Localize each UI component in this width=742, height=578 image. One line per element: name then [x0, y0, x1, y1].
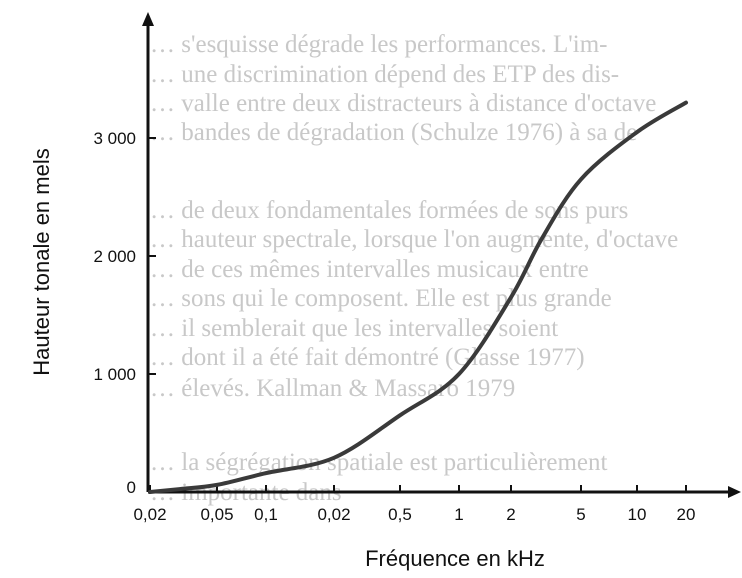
- y-tick-label: 1 000: [93, 365, 136, 384]
- background-text-line: … bandes de dégradation (Schulze 1976) à…: [150, 119, 637, 146]
- x-tick-label: 0,02: [317, 505, 350, 524]
- y-tick-label: 0: [127, 478, 136, 497]
- y-axis-arrow: [142, 12, 154, 26]
- x-axis-arrow: [728, 486, 741, 498]
- background-text-line: … de deux fondamentales formées de sons …: [150, 197, 628, 224]
- series-line-mel-curve: [148, 100, 688, 494]
- x-ticks: 0,02 0,05 0,1 0,02 0,5 1 2 5 10 20: [133, 485, 695, 524]
- x-axis-title: Fréquence en kHz: [365, 546, 545, 571]
- x-tick-label: 0,5: [388, 505, 412, 524]
- background-text-line: … élevés. Kallman & Massaro 1979: [150, 375, 515, 402]
- x-tick-label: 0,05: [200, 505, 233, 524]
- series-layer: [148, 100, 688, 494]
- background-text-line: … dont il a été fait démontré (Glasse 19…: [150, 344, 585, 371]
- x-tick-label: 1: [454, 505, 463, 524]
- x-tick-label: 0,1: [254, 505, 278, 524]
- background-text-line: … s'esquisse dégrade les performances. L…: [150, 31, 607, 58]
- background-text-line: … une discrimination dépend des ETP des …: [150, 61, 619, 88]
- x-tick-label: 5: [576, 505, 585, 524]
- y-tick-label: 2 000: [93, 247, 136, 266]
- background-text-line: … la ségrégation spatiale est particuliè…: [150, 449, 608, 476]
- y-ticks: 0 1 000 2 000 3 000: [93, 129, 156, 497]
- x-tick-label: 0,02: [133, 505, 166, 524]
- background-text-line: … valle entre deux distracteurs à distan…: [150, 90, 656, 117]
- y-axis-title: Hauteur tonale en mels: [29, 148, 54, 375]
- x-tick-label: 20: [677, 505, 696, 524]
- x-tick-label: 10: [628, 505, 647, 524]
- background-text-line: … hauteur spectrale, lorsque l'on augmen…: [150, 226, 678, 253]
- x-tick-label: 2: [506, 505, 515, 524]
- y-tick-label: 3 000: [93, 129, 136, 148]
- background-text-line: … de ces mêmes intervalles musicaux entr…: [150, 256, 589, 283]
- background-text-line: … sons qui le composent. Elle est plus g…: [150, 285, 612, 312]
- background-text: … s'esquisse dégrade les performances. L…: [150, 31, 678, 506]
